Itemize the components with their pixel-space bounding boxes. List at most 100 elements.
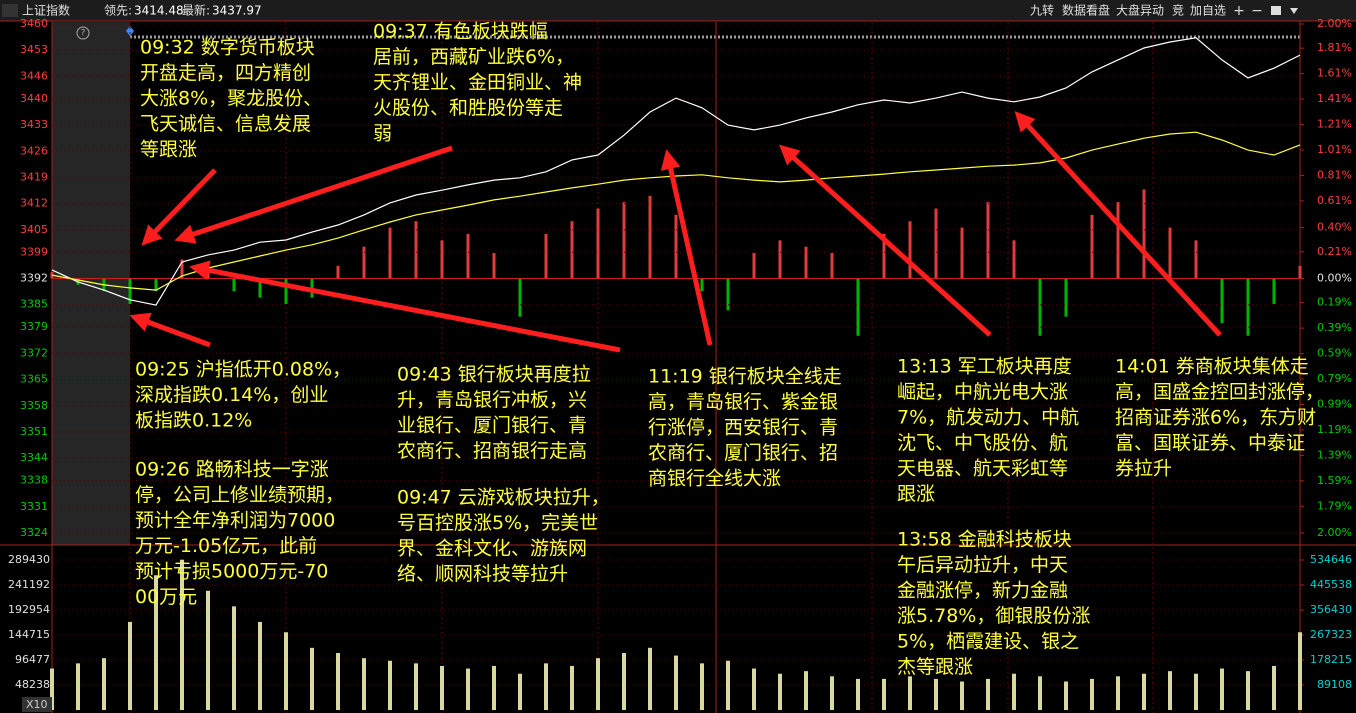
breadth-bar [1116, 202, 1120, 279]
volume-bar [414, 663, 418, 710]
annotation-line: 09:32 数字货币板块 [140, 37, 315, 59]
breadth-bar [1194, 240, 1198, 279]
y2-tick-label: 1.61% [1317, 67, 1352, 80]
y-tick-label: 96477 [15, 653, 50, 666]
breadth-bar [960, 227, 964, 279]
vertical-grid [0, 20, 1356, 713]
volume-bar [1064, 681, 1068, 710]
breadth-bar [882, 233, 886, 279]
y2-tick-label: 2.00% [1317, 17, 1352, 30]
arrow [129, 312, 211, 348]
breadth-bar [908, 221, 912, 279]
annotation-line: 居前，西藏矿业跌6%， [373, 46, 574, 68]
annotation-line: 天电器、航天彩虹等 [897, 458, 1068, 480]
y2-tick-label: 0.99% [1317, 397, 1352, 410]
toolbar-button[interactable]: 加自选 [1190, 4, 1226, 18]
y2-tick-label: 0.00% [1317, 272, 1352, 285]
toolbar-button[interactable]: 大盘异动 [1116, 3, 1164, 18]
annotation-line: 深成指跌0.14%，创业 [135, 384, 328, 406]
annotation-line: 弱 [373, 123, 392, 145]
annotation-line: 杰等跟涨 [897, 656, 973, 678]
y2-tick-label: 0.59% [1317, 347, 1352, 360]
help-icon[interactable] [76, 26, 90, 40]
arrow [141, 168, 217, 246]
annotation-line: 11:19 银行板块全线走 [648, 366, 842, 388]
y2-tick-label: 1.81% [1317, 41, 1352, 54]
volume-bar [960, 681, 964, 710]
volume-bar [908, 676, 912, 710]
last-value: 3437.97 [212, 4, 262, 18]
volume-bar [778, 673, 782, 710]
menu-icon[interactable] [2, 4, 18, 17]
y2-tick-label: 1.59% [1317, 474, 1352, 487]
volume-bar [752, 668, 756, 710]
volume-bar [1168, 671, 1172, 710]
y-tick-label: 3440 [20, 92, 48, 105]
toolbar-button[interactable]: 九转 [1030, 3, 1054, 18]
arrow [779, 144, 992, 337]
volume-bar [1220, 668, 1224, 710]
window-button[interactable] [1271, 6, 1281, 15]
arrow [660, 149, 713, 346]
y2-tick-label: 0.79% [1317, 372, 1352, 385]
y2-tick-label: 445538 [1310, 578, 1352, 591]
annotation-line: 业银行、厦门银行、青 [397, 415, 587, 437]
breadth-bar [180, 259, 184, 279]
zoom-out[interactable]: − [1251, 3, 1263, 19]
y2-tick-label: 0.61% [1317, 194, 1352, 207]
volume-bar [1038, 676, 1042, 710]
y2-tick-label: 1.41% [1317, 92, 1352, 105]
breadth-bar [934, 208, 938, 279]
annotation-line: 13:13 军工板块再度 [897, 356, 1072, 378]
breadth-bar [1012, 240, 1016, 279]
annotation-line: 农商行、厦门银行、招 [648, 442, 838, 464]
annotations: 09:32 数字货币板块开盘走高，四方精创大涨8%，聚龙股份、飞天诚信、信息发展… [135, 21, 1324, 679]
annotation-line: 券拉升 [1115, 458, 1172, 480]
y-tick-label: 3351 [20, 425, 48, 438]
volume-bar [102, 658, 106, 710]
annotation-line: 招商证券涨6%，东方财 [1115, 407, 1316, 429]
y-tick-label: 3453 [20, 43, 48, 56]
annotation-line: 涨5.78%，御银股份涨 [897, 605, 1090, 627]
volume-bar [518, 673, 522, 710]
volume-bar [804, 671, 808, 710]
breadth-bar [362, 246, 366, 279]
breadth-bar [570, 221, 574, 279]
volume-bar [362, 658, 366, 710]
zoom-in[interactable]: + [1233, 3, 1245, 19]
y2-tick-label: 534646 [1310, 553, 1352, 566]
dropdown[interactable] [1290, 8, 1298, 14]
y-tick-label: 3446 [20, 69, 48, 82]
breadth-bar [440, 240, 444, 279]
volume-bar [934, 678, 938, 710]
y2-tick-label: 0.19% [1317, 296, 1352, 309]
breadth-bar [1090, 214, 1094, 279]
y-tick-label: 3372 [20, 346, 48, 359]
annotation-line: 等跟涨 [140, 139, 197, 161]
y2-tick-label: 267323 [1310, 628, 1352, 641]
breadth-bar [128, 278, 132, 304]
y-tick-label: 48238 [15, 678, 50, 691]
y-tick-label: 3344 [20, 451, 48, 464]
volume-bar [570, 665, 574, 710]
index-name: 上证指数 [22, 3, 70, 18]
price-line [51, 37, 1301, 306]
breadth-bar [388, 227, 392, 279]
annotation-line: 高，青岛银行、紫金银 [648, 391, 838, 413]
toolbar-button[interactable]: 数据看盘 [1062, 3, 1110, 18]
annotation-line: 行涨停，西安银行、青 [648, 417, 838, 439]
annotation-line: 飞天诚信、信息发展 [140, 113, 311, 135]
volume-bar [492, 665, 496, 710]
volume-bar [622, 652, 626, 710]
annotation-line: 停，公司上修业绩预期， [135, 484, 344, 506]
toolbar-button[interactable]: 竞 [1172, 4, 1184, 18]
annotation-line: 界、金科文化、游族网 [397, 538, 587, 560]
annotation-line: 09:47 云游戏板块拉升， [397, 487, 610, 509]
volume-bar [50, 668, 54, 710]
breadth-bar [258, 278, 262, 298]
volume-bar [1298, 632, 1302, 710]
volume-bar [674, 655, 678, 710]
breadth-bar [544, 233, 548, 279]
volume-bar [76, 663, 80, 710]
